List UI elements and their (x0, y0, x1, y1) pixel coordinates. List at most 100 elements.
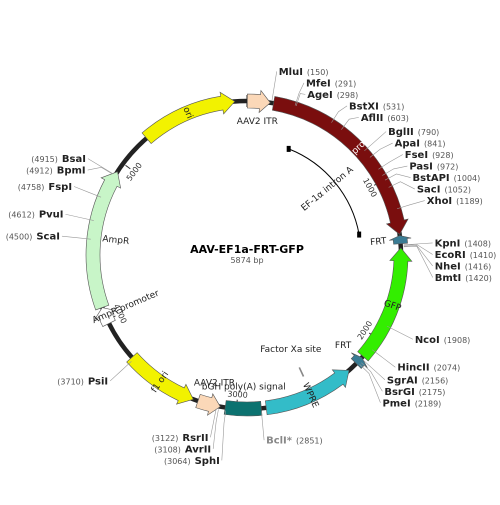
enzyme-name: BmtI (435, 273, 462, 284)
enzyme-name: MluI (279, 67, 303, 78)
enzyme-label: AflII(603) (361, 113, 409, 124)
enzyme-label: HincII(2074) (397, 363, 460, 374)
enzyme-label: PasI(972) (409, 162, 458, 173)
enzyme-position: (603) (387, 114, 409, 123)
enzyme-position: (841) (424, 140, 446, 149)
enzyme-position: (2189) (415, 399, 442, 408)
plasmid-size: 5874 bp (230, 256, 263, 265)
enzyme-name: XhoI (427, 196, 452, 207)
enzyme-name: HincII (397, 363, 429, 374)
feature-label-frt: FRT (335, 341, 352, 351)
enzyme-position: (1004) (454, 174, 481, 183)
enzyme-name: BstXI (349, 101, 379, 112)
enzyme-name: ScaI (36, 232, 60, 243)
enzyme-label: BstAPI (1004) (413, 173, 481, 184)
enzyme-label: MfeI(291) (306, 78, 356, 89)
enzyme-saci: SacI(1052) (389, 182, 471, 196)
enzyme-position: (1410) (470, 251, 497, 260)
enzyme-xhoi: XhoI (1189) (397, 196, 483, 209)
enzyme-position: (3108) (154, 445, 181, 454)
enzyme-position: (790) (418, 128, 440, 137)
enzyme-leader (222, 411, 226, 461)
enzyme-leader (62, 236, 91, 239)
intron-flag (357, 232, 361, 238)
tick-label: 5000 (125, 161, 144, 183)
enzyme-name: AgeI (307, 90, 332, 101)
enzyme-pvui: (4612)PvuI (8, 210, 94, 221)
enzyme-name: NheI (435, 261, 461, 272)
enzyme-kpni: KpnI(1408) (404, 238, 491, 249)
enzyme-name: BstAPI (413, 173, 450, 184)
enzyme-label: (4612)PvuI (8, 210, 63, 221)
feature-label-frt: FRT (370, 236, 388, 248)
enzyme-label: AgeI (298) (307, 90, 358, 101)
enzyme-leader (397, 201, 425, 209)
enzyme-label: NheI (1416) (435, 261, 492, 272)
enzyme-leader (210, 409, 216, 437)
enzyme-name: SgrAI (387, 375, 418, 386)
enzyme-position: (2851) (296, 437, 323, 446)
tick-mark (126, 165, 131, 169)
enzyme-label: BstXI (531) (349, 101, 404, 112)
enzyme-name: FseI (405, 150, 428, 161)
feature-label-aav2-itr: AAV2 ITR (237, 117, 278, 127)
enzyme-rsrii: (3122)RsrII (152, 409, 216, 444)
enzyme-label: BclI*(2851) (266, 436, 323, 447)
enzyme-label: PmeI(2189) (382, 398, 441, 409)
enzyme-leader (360, 364, 381, 402)
enzyme-fspi: (4758)FspI (18, 182, 101, 197)
feature-bgh-poly-a-signal (224, 401, 262, 416)
enzyme-leader (387, 326, 413, 339)
enzyme-label: BsrGI (2175) (384, 387, 445, 398)
enzyme-hincii: HincII(2074) (372, 350, 460, 374)
enzyme-leader (110, 361, 131, 381)
enzyme-position: (2175) (419, 388, 446, 397)
enzyme-name: NcoI (415, 335, 440, 346)
enzyme-leader (74, 187, 101, 198)
enzyme-position: (150) (307, 68, 329, 77)
enzyme-name: SphI (195, 456, 220, 467)
intron-label: EF-1α intron A (300, 165, 357, 214)
enzyme-position: (4915) (31, 155, 58, 164)
enzyme-bpmi: (4912)BpmI (26, 166, 112, 177)
enzyme-leader (88, 159, 113, 174)
enzyme-label: SacI(1052) (417, 185, 471, 196)
enzyme-name: BclI* (266, 436, 293, 447)
enzyme-name: BglII (388, 127, 414, 138)
enzyme-name: BsrGI (384, 387, 414, 398)
enzyme-label: XhoI (1189) (427, 196, 483, 207)
factor-xa-mark (299, 367, 303, 376)
enzyme-position: (1189) (456, 197, 483, 206)
enzyme-position: (298) (337, 91, 359, 100)
enzyme-psii: (3710)PsiI (57, 361, 131, 387)
feature-aav2-itr (247, 91, 270, 113)
enzyme-label: NcoI(1908) (415, 335, 471, 346)
enzyme-label: EcoRI (1410) (435, 250, 497, 261)
enzyme-name: SacI (417, 185, 441, 196)
enzyme-name: BpmI (57, 166, 86, 177)
enzyme-leader (261, 411, 264, 440)
enzyme-name: AvrII (185, 444, 211, 455)
enzyme-position: (3710) (57, 377, 84, 386)
enzyme-label: SgrAI (2156) (387, 375, 448, 386)
enzyme-leader (272, 71, 277, 100)
enzyme-label: (3122)RsrII (152, 433, 209, 444)
enzyme-position: (4500) (6, 233, 33, 242)
enzyme-position: (1052) (444, 186, 471, 195)
enzyme-leader (404, 243, 433, 245)
enzyme-position: (1416) (465, 262, 492, 271)
enzyme-position: (4612) (8, 211, 35, 220)
enzyme-leader (361, 363, 382, 392)
enzyme-position: (3122) (152, 434, 179, 443)
enzyme-leader (213, 409, 218, 448)
enzyme-name: BsaI (62, 154, 86, 165)
enzyme-name: EcoRI (435, 250, 466, 261)
enzyme-label: ApaI(841) (395, 139, 446, 150)
enzyme-label: (4500)ScaI (6, 232, 60, 243)
enzyme-position: (531) (383, 102, 405, 111)
enzyme-label: FseI(928) (405, 150, 454, 161)
enzyme-position: (2156) (422, 376, 449, 385)
enzyme-position: (4758) (18, 183, 45, 192)
